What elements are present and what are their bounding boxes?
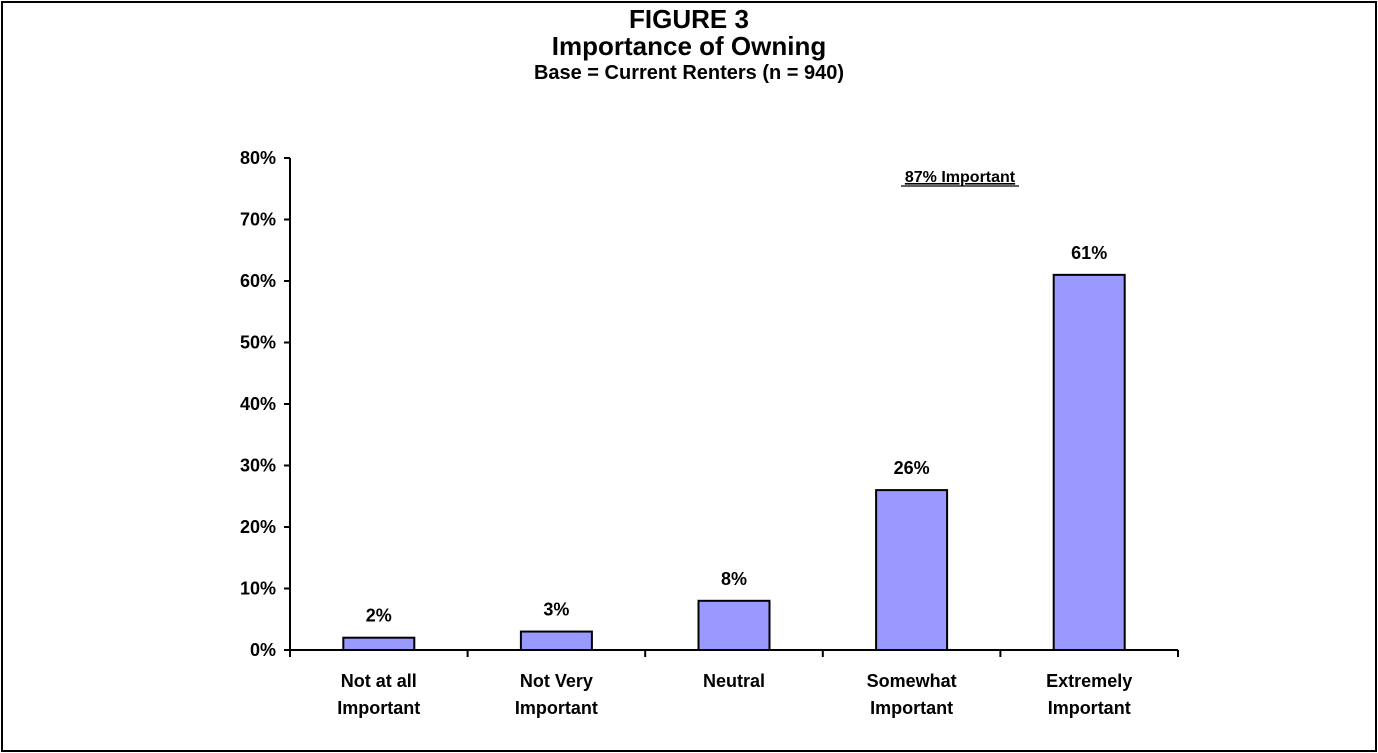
bar: [875, 489, 949, 651]
data-label: 26%: [894, 458, 930, 478]
y-tick-label: 20%: [240, 517, 276, 537]
category-label: Extremely: [1046, 671, 1132, 691]
annotation-87-important: 87% Important: [905, 169, 1016, 186]
category-label: Somewhat: [867, 671, 957, 691]
category-label: Important: [515, 698, 598, 718]
data-label: 3%: [543, 600, 569, 620]
chart-base-note: Base = Current Renters (n = 940): [533, 62, 845, 84]
y-tick-label: 80%: [240, 148, 276, 168]
y-tick-label: 70%: [240, 210, 276, 230]
chart-subtitle: Importance of Owning: [551, 31, 827, 61]
bar: [519, 630, 593, 651]
chart-title: FIGURE 3: [629, 4, 749, 34]
category-label: Not Very: [520, 671, 593, 691]
y-tick-label: 40%: [240, 394, 276, 414]
y-tick-label: 30%: [240, 456, 276, 476]
bar: [1052, 273, 1126, 651]
data-label: 8%: [721, 569, 747, 589]
data-label: 61%: [1071, 243, 1107, 263]
y-tick-label: 50%: [240, 333, 276, 353]
category-label: Important: [1048, 698, 1131, 718]
category-label: Important: [870, 698, 953, 718]
chart-title-block: FIGURE 3 Importance of Owning Base = Cur…: [0, 6, 1378, 85]
category-label: Neutral: [703, 671, 765, 691]
category-label: Important: [337, 698, 420, 718]
bar: [342, 636, 416, 652]
data-label: 2%: [366, 606, 392, 626]
y-tick-label: 60%: [240, 271, 276, 291]
y-tick-label: 10%: [240, 579, 276, 599]
bar: [697, 599, 771, 651]
category-label: Not at all: [341, 671, 417, 691]
y-tick-label: 0%: [250, 640, 276, 660]
